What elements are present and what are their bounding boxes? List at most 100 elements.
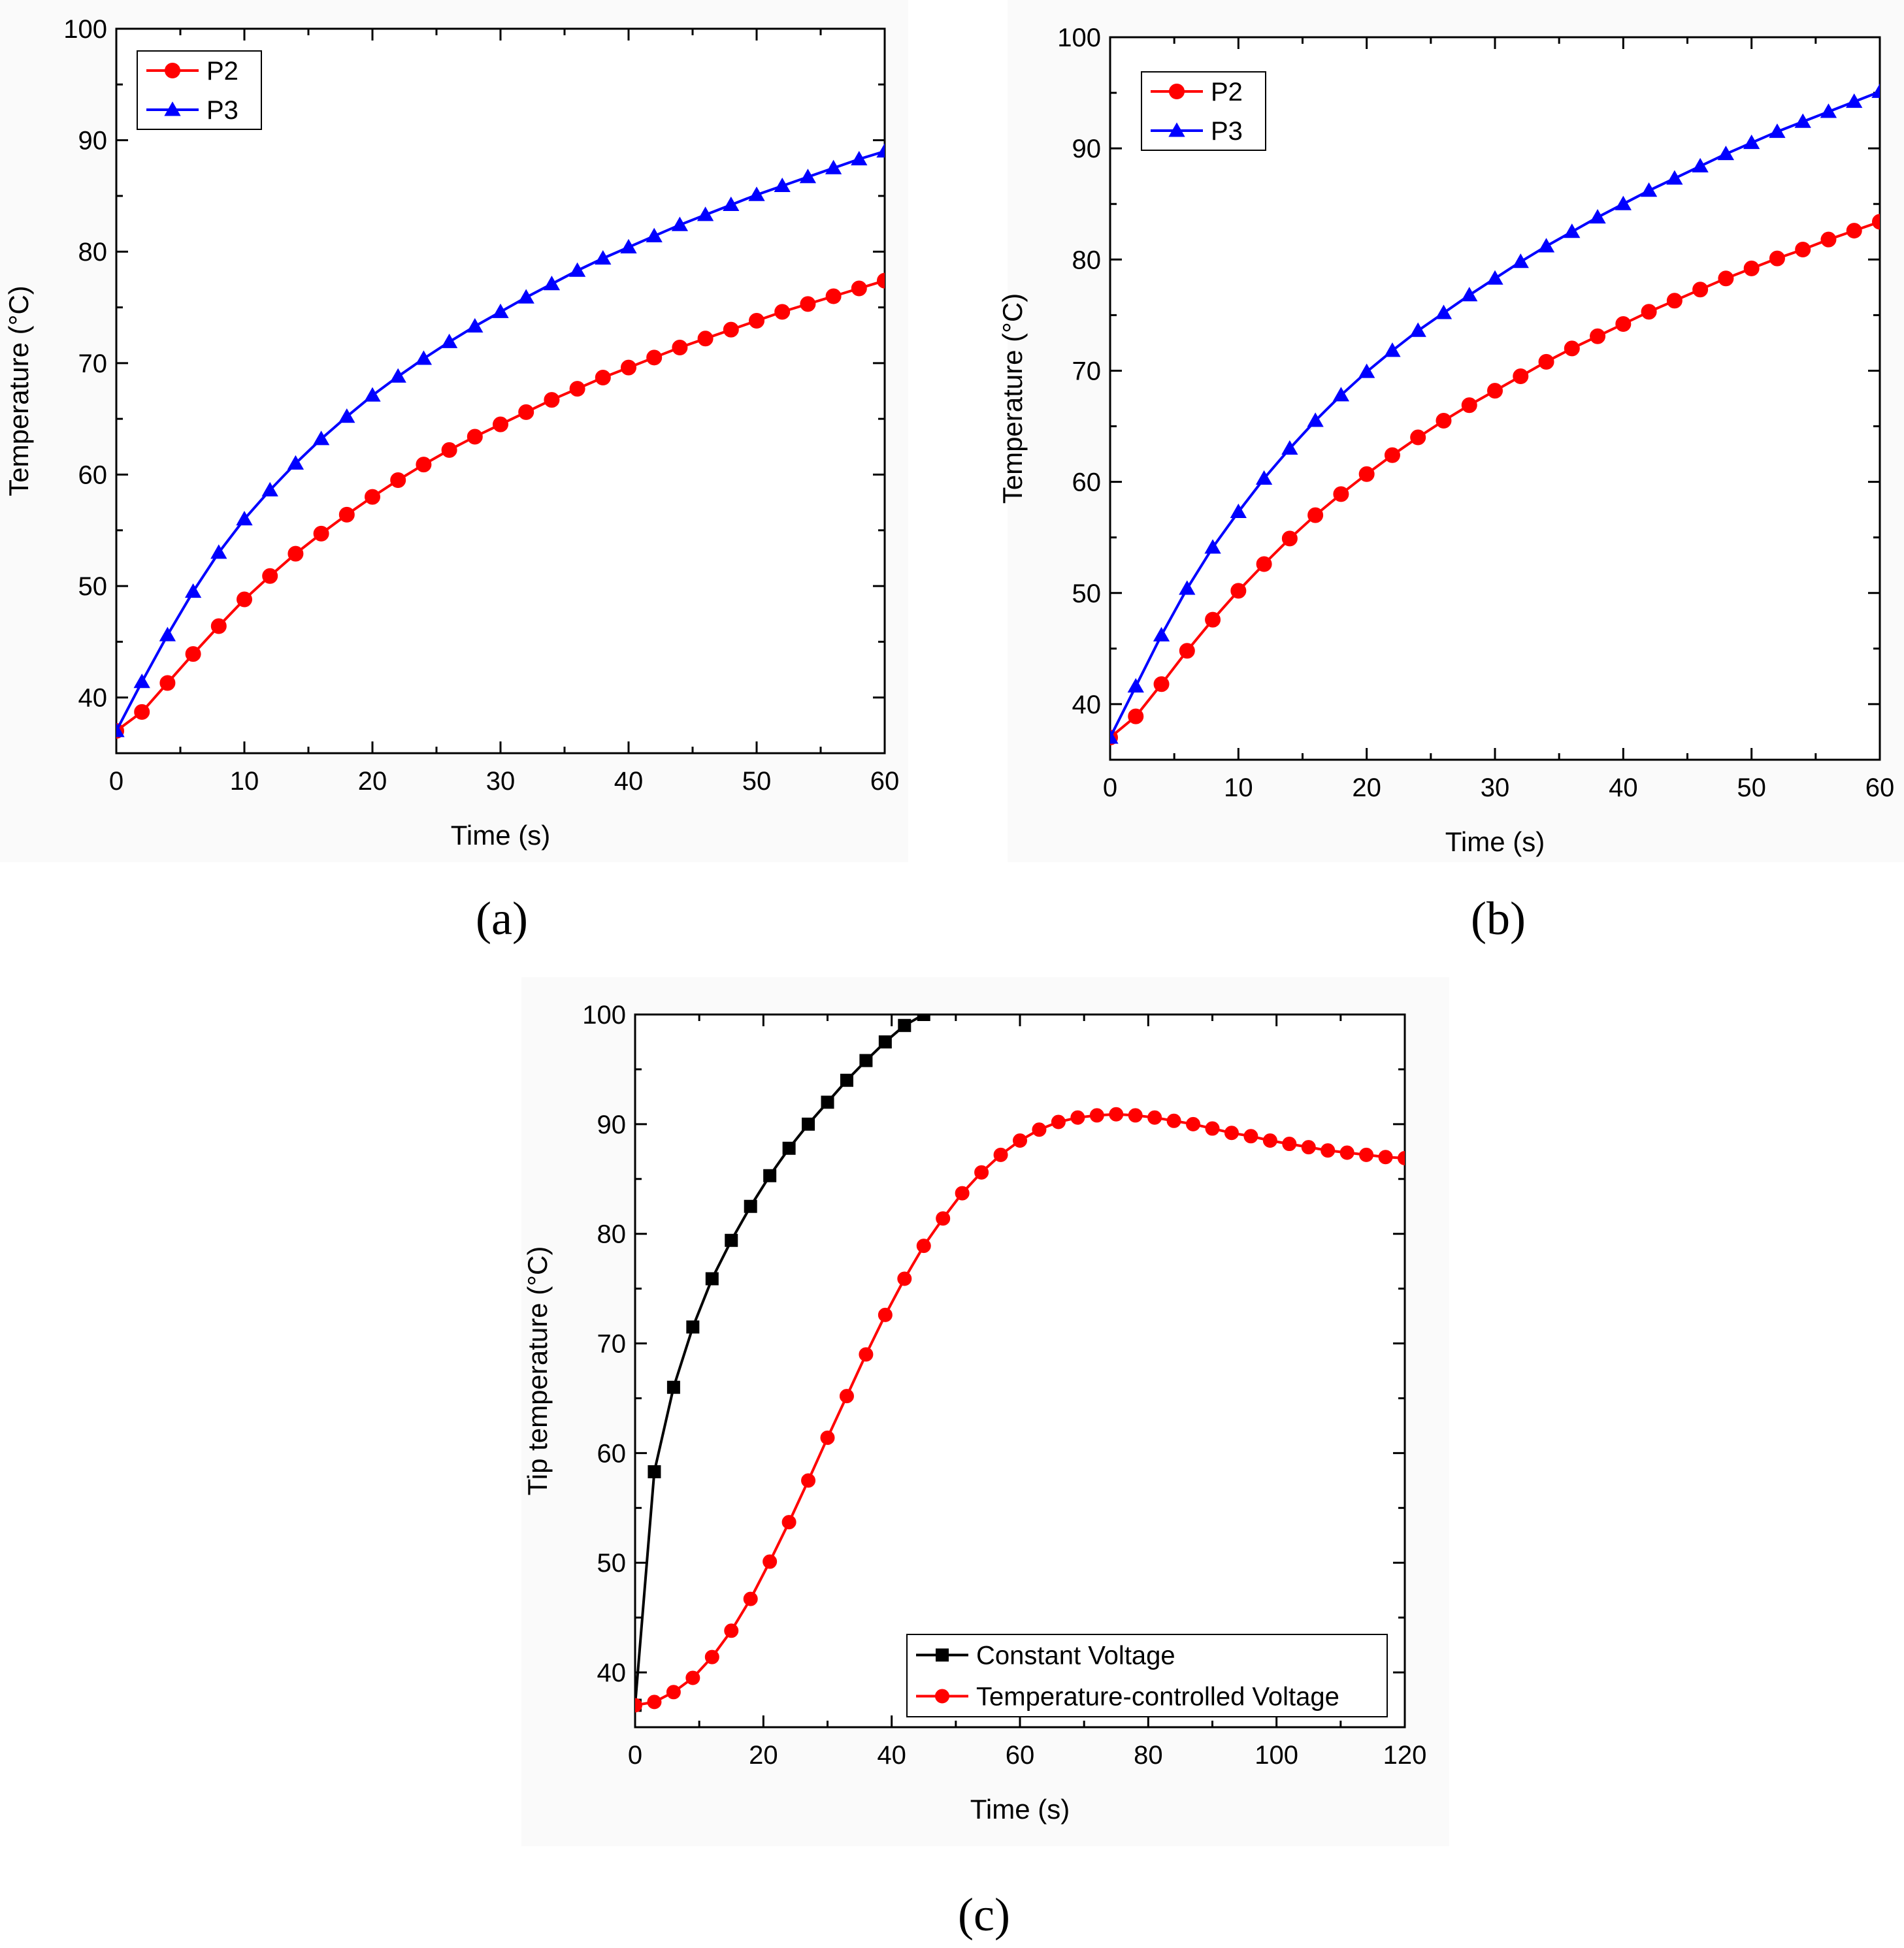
- data-point: [1333, 486, 1349, 502]
- data-point: [1070, 1110, 1085, 1125]
- data-point: [635, 1698, 642, 1713]
- legend-marker: [1169, 84, 1185, 99]
- plot-frame: [634, 1013, 1406, 1729]
- legend-marker: [936, 1648, 949, 1662]
- data-point: [802, 1117, 815, 1131]
- x-tick-label: 10: [1224, 773, 1253, 802]
- data-point: [820, 1430, 835, 1445]
- chart-c: 0 20 40 60 80 100 120 40 50 60 70 80 90 100 Time (s) Ti…: [522, 1001, 1427, 1825]
- data-point: [1127, 678, 1144, 693]
- y-tick-label: 90: [1072, 135, 1102, 163]
- data-point: [646, 349, 663, 366]
- series-p2: [116, 272, 885, 739]
- data-point: [1110, 729, 1119, 744]
- y-tick-label: 70: [1072, 357, 1102, 385]
- data-point: [1769, 250, 1785, 267]
- data-point: [1666, 170, 1683, 185]
- data-point: [1359, 1147, 1374, 1162]
- data-point: [851, 280, 867, 297]
- data-point: [1872, 214, 1880, 230]
- legend-box: [137, 50, 262, 130]
- y-tick-label: 80: [597, 1220, 627, 1249]
- data-point: [774, 177, 791, 193]
- data-point: [518, 404, 534, 420]
- data-point: [1358, 363, 1375, 378]
- x-tick-label: 60: [1865, 773, 1895, 802]
- legend-marker: [164, 101, 181, 116]
- y-axis-label: Temperature (°C): [3, 285, 34, 496]
- panel-c: 0 20 40 60 80 100 120 40 50 60 70 80 90 100 Time (s) Ti…: [521, 977, 1449, 1846]
- data-point: [287, 545, 304, 562]
- x-tick-label: 40: [877, 1741, 906, 1770]
- x-tick-label: 120: [1383, 1741, 1427, 1770]
- data-point: [568, 262, 586, 277]
- data-point: [1486, 270, 1503, 285]
- data-point: [763, 1169, 777, 1182]
- data-point: [647, 1695, 662, 1710]
- data-point: [313, 525, 329, 542]
- data-point: [1398, 1150, 1405, 1165]
- data-point: [851, 150, 868, 166]
- data-point: [1537, 238, 1555, 253]
- data-point: [648, 1465, 661, 1478]
- data-point: [743, 1591, 758, 1606]
- y-tick-label: 80: [1072, 246, 1102, 274]
- series-p2: [1110, 214, 1880, 745]
- data-point: [1384, 342, 1401, 357]
- data-point: [365, 489, 380, 505]
- data-point: [1307, 507, 1324, 523]
- data-point: [799, 169, 817, 184]
- y-tick-label: 60: [1072, 468, 1102, 497]
- data-point: [1589, 208, 1606, 224]
- x-tick-label: 30: [1481, 773, 1510, 802]
- x-tick-label: 20: [749, 1741, 778, 1770]
- data-point: [569, 381, 585, 397]
- data-point: [493, 416, 508, 432]
- y-axis-label: Temperature (°C): [997, 293, 1028, 504]
- legend-label: P3: [1211, 117, 1243, 146]
- data-point: [672, 339, 688, 355]
- x-tick-label: 50: [742, 767, 772, 796]
- y-tick-label: 50: [1072, 579, 1102, 608]
- data-point: [993, 1147, 1008, 1162]
- data-point: [1692, 157, 1709, 172]
- x-tick-label: 20: [358, 767, 387, 796]
- data-point: [1230, 503, 1247, 519]
- x-tick-label: 40: [1609, 773, 1638, 802]
- data-point: [839, 1389, 854, 1404]
- data-point: [1243, 1129, 1258, 1144]
- caption-c: (c): [958, 1889, 1010, 1941]
- data-point: [763, 1554, 778, 1569]
- series-line: [635, 1015, 925, 1706]
- y-tick-label: 90: [78, 127, 108, 155]
- data-point: [1153, 626, 1170, 641]
- y-tick-label: 40: [597, 1659, 627, 1687]
- x-tick-label: 40: [614, 767, 644, 796]
- data-point: [338, 408, 355, 423]
- data-point: [1743, 134, 1760, 150]
- legend: Constant Voltage Temperature-controlled V…: [906, 1634, 1388, 1717]
- x-tick-label: 80: [1134, 1741, 1163, 1770]
- data-point: [1307, 412, 1324, 427]
- data-point: [440, 333, 458, 348]
- data-point: [1205, 1121, 1220, 1136]
- data-point: [1666, 293, 1682, 309]
- data-point: [1230, 583, 1247, 599]
- legend-label: P3: [206, 96, 238, 125]
- y-tick-label: 100: [1057, 24, 1101, 52]
- legend-box: [1141, 71, 1266, 151]
- data-point: [685, 1670, 700, 1685]
- data-point: [1051, 1114, 1066, 1129]
- series-temperature-controlled-voltage: [635, 1107, 1405, 1713]
- data-point: [782, 1141, 796, 1155]
- data-point: [492, 303, 509, 318]
- data-point: [1564, 223, 1581, 238]
- y-tick-label: 40: [78, 684, 108, 713]
- data-point: [825, 159, 842, 174]
- data-point: [686, 1320, 700, 1334]
- series-p3: [1110, 83, 1880, 744]
- x-axis-label: Time (s): [970, 1794, 1070, 1825]
- data-point: [1109, 1107, 1124, 1122]
- legend-marker: [935, 1689, 949, 1704]
- data-point: [543, 276, 561, 291]
